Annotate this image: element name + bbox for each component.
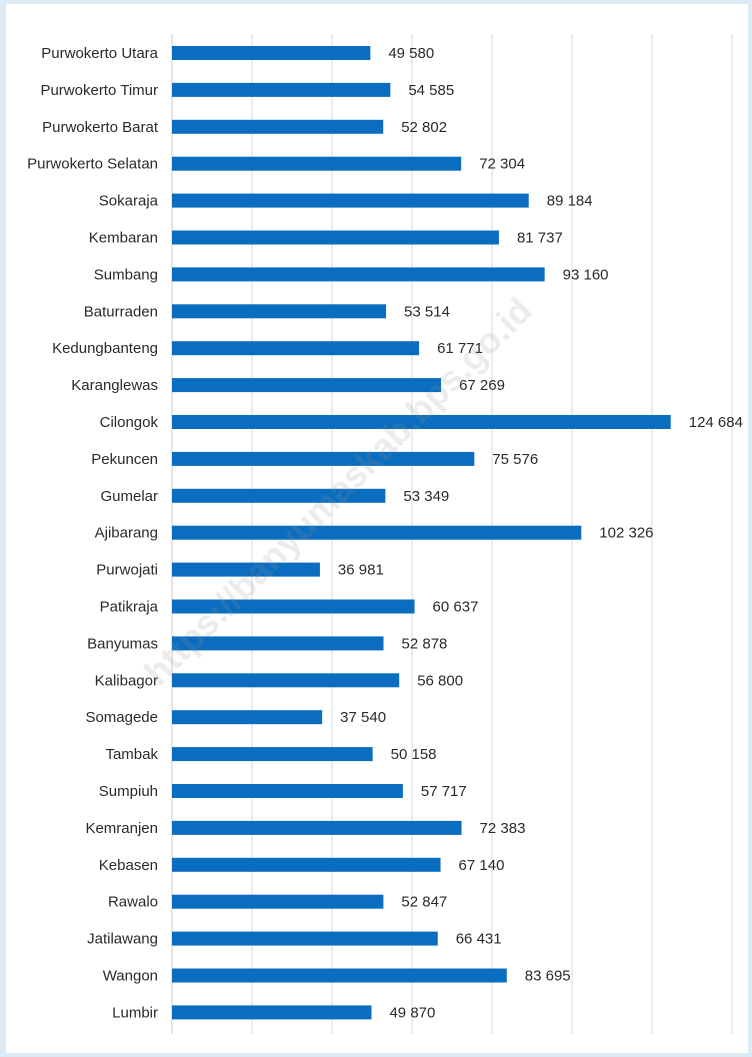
bar [172,341,420,356]
bar [172,747,373,762]
value-label: 124 684 [689,414,743,431]
bar [172,636,384,651]
category-label: Gumelar [100,488,158,505]
category-label: Banyumas [87,635,158,652]
value-label: 52 847 [401,894,447,911]
value-label: 75 576 [492,451,538,468]
category-label: Sumbang [94,266,158,283]
category-label: Patikraja [100,599,159,616]
bar-chart: Purwokerto Utara Purwokerto Timur Purwoker… [27,34,743,1034]
value-labels: 49 580 54 585 52 802 72 304 89 184 81 737 93 1… [338,45,743,1021]
category-label: Baturraden [84,303,158,320]
value-label: 66 431 [456,931,502,948]
category-label: Sokaraja [99,193,159,210]
value-label: 54 585 [408,82,454,99]
value-label: 49 870 [389,1004,435,1021]
category-label: Cilongok [100,414,159,431]
bar [172,857,441,872]
category-label: Kedungbanteng [52,340,158,357]
bar [172,488,386,503]
bar [172,267,545,282]
bar [172,710,323,725]
bar [172,562,320,577]
category-label: Kemranjen [85,820,158,837]
bar [172,820,462,835]
value-label: 83 695 [525,968,571,985]
value-label: 67 269 [459,377,505,394]
value-label: 53 349 [403,488,449,505]
category-label: Purwokerto Timur [40,82,158,99]
bar [172,451,475,466]
value-label: 53 514 [404,303,450,320]
value-label: 52 802 [401,119,447,136]
bar [172,193,529,208]
value-label: 37 540 [340,709,386,726]
value-label: 102 326 [599,525,653,542]
bar [172,119,384,134]
bar [172,894,384,909]
category-label: Tambak [105,746,158,763]
category-label: Purwokerto Utara [41,45,158,62]
category-label: Purwokerto Selatan [27,156,158,173]
bar [172,230,499,245]
bar [172,378,442,393]
category-label: Ajibarang [95,525,158,542]
bar [172,525,582,540]
category-label: Purwokerto Barat [42,119,159,136]
value-label: 72 383 [480,820,526,837]
bar [172,82,391,97]
bar [172,968,507,983]
category-label: Wangon [103,968,158,985]
value-label: 50 158 [391,746,437,763]
value-label: 89 184 [547,193,593,210]
value-label: 72 304 [479,156,525,173]
bars [172,46,671,1020]
category-label: Jatilawang [87,931,158,948]
category-label: Pekuncen [91,451,158,468]
category-label: Lumbir [112,1004,158,1021]
value-label: 61 771 [437,340,483,357]
bar [172,599,415,614]
bar [172,784,403,798]
category-label: Karanglewas [71,377,158,394]
value-label: 81 737 [517,230,563,247]
bar [172,156,462,171]
bar [172,46,371,60]
value-label: 60 637 [433,599,479,616]
category-label: Purwojati [96,562,158,579]
category-label: Kembaran [89,230,158,247]
value-label: 93 160 [563,266,609,283]
value-label: 49 580 [388,45,434,62]
bar [172,415,671,429]
value-label: 36 981 [338,562,384,579]
value-label: 52 878 [402,635,448,652]
value-label: 57 717 [421,783,467,800]
category-label: Kalibagor [95,672,158,689]
category-labels: Purwokerto Utara Purwokerto Timur Purwoker… [27,45,159,1021]
category-label: Rawalo [108,894,158,911]
bar [172,1005,372,1020]
category-label: Sumpiuh [99,783,158,800]
category-label: Somagede [85,709,158,726]
bar [172,673,400,688]
value-label: 67 140 [459,857,505,874]
bar [172,304,387,319]
chart-panel: Purwokerto Utara Purwokerto Timur Purwoker… [6,4,748,1053]
bar [172,931,438,946]
category-label: Kebasen [99,857,158,874]
value-label: 56 800 [417,672,463,689]
